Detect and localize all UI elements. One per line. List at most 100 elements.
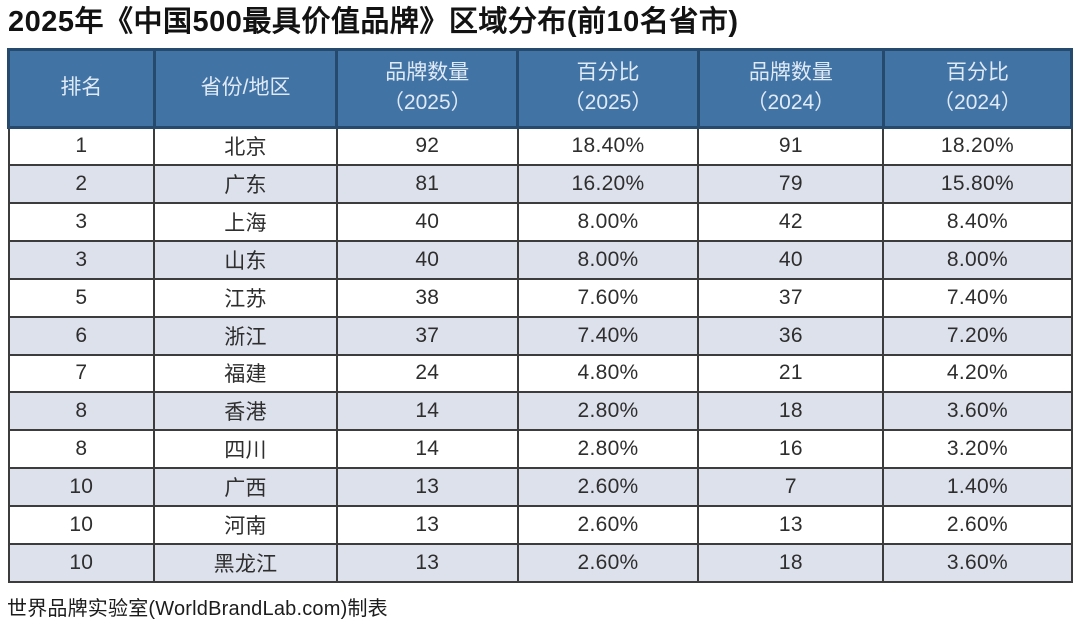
cell-rank: 10 <box>7 542 156 583</box>
cell-brand-count-2024: 21 <box>697 353 885 394</box>
cell-brand-count-2024: 37 <box>697 277 885 318</box>
column-header-line2: （2024） <box>746 91 836 115</box>
cell-province: 江苏 <box>153 277 338 318</box>
cell-percent-2025: 8.00% <box>516 239 700 280</box>
cell-percent-2025: 7.60% <box>516 277 700 318</box>
cell-rank: 2 <box>7 164 156 204</box>
table-row: 3 山东 40 8.00% 40 8.00% <box>7 239 1073 280</box>
cell-brand-count-2025: 92 <box>335 126 519 167</box>
column-header-line1: 排名 <box>60 75 103 99</box>
cell-province: 河南 <box>153 505 338 545</box>
cell-brand-count-2024: 36 <box>697 315 885 356</box>
cell-brand-count-2025: 40 <box>335 201 519 242</box>
column-header-line1: 百分比 <box>945 60 1009 84</box>
cell-percent-2024: 3.20% <box>882 429 1073 470</box>
cell-percent-2024: 1.40% <box>882 467 1073 508</box>
column-header-1: 省份/地区 <box>152 47 339 129</box>
table-row: 5 江苏 38 7.60% 37 7.40% <box>7 277 1073 318</box>
column-header-line1: 省份/地区 <box>200 75 291 99</box>
cell-province: 北京 <box>153 126 338 167</box>
cell-percent-2024: 4.20% <box>882 353 1073 394</box>
cell-rank: 6 <box>7 315 156 356</box>
column-header-2: 品牌数量 （2025） <box>335 47 520 129</box>
cell-province: 广西 <box>153 467 338 508</box>
table-row: 2 广东 81 16.20% 79 15.80% <box>7 164 1073 204</box>
cell-percent-2024: 3.60% <box>882 391 1073 432</box>
cell-rank: 1 <box>7 126 156 167</box>
cell-rank: 8 <box>7 429 156 470</box>
cell-brand-count-2024: 79 <box>697 164 885 204</box>
cell-percent-2025: 4.80% <box>516 353 700 394</box>
cell-brand-count-2024: 13 <box>697 505 885 545</box>
column-header-3: 百分比 （2025） <box>516 47 700 129</box>
cell-percent-2025: 16.20% <box>516 164 700 204</box>
cell-percent-2024: 15.80% <box>882 164 1073 204</box>
cell-percent-2024: 7.20% <box>882 315 1073 356</box>
table-row: 10 广西 13 2.60% 7 1.40% <box>7 467 1073 508</box>
cell-province: 广东 <box>153 164 338 204</box>
cell-brand-count-2024: 18 <box>697 542 885 583</box>
cell-percent-2024: 7.40% <box>882 277 1073 318</box>
cell-percent-2024: 8.00% <box>882 239 1073 280</box>
table-row: 10 河南 13 2.60% 13 2.60% <box>7 505 1073 545</box>
cell-rank: 3 <box>7 201 156 242</box>
cell-brand-count-2025: 40 <box>335 239 519 280</box>
cell-brand-count-2025: 24 <box>335 353 519 394</box>
cell-rank: 10 <box>7 505 156 545</box>
cell-brand-count-2025: 37 <box>335 315 519 356</box>
cell-rank: 8 <box>7 391 156 432</box>
cell-province: 四川 <box>153 429 338 470</box>
table-row: 10 黑龙江 13 2.60% 18 3.60% <box>7 542 1073 583</box>
cell-brand-count-2024: 91 <box>697 126 885 167</box>
cell-brand-count-2024: 42 <box>697 201 885 242</box>
cell-percent-2025: 7.40% <box>516 315 700 356</box>
cell-province: 上海 <box>153 201 338 242</box>
column-header-0: 排名 <box>7 47 156 129</box>
cell-province: 浙江 <box>153 315 338 356</box>
cell-percent-2025: 2.60% <box>516 542 700 583</box>
cell-brand-count-2024: 40 <box>697 239 885 280</box>
table-row: 1 北京 92 18.40% 91 18.20% <box>7 126 1073 167</box>
cell-rank: 7 <box>7 353 156 394</box>
cell-province: 福建 <box>153 353 338 394</box>
cell-brand-count-2025: 14 <box>335 391 519 432</box>
cell-percent-2024: 2.60% <box>882 505 1073 545</box>
cell-percent-2024: 8.40% <box>882 201 1073 242</box>
brand-distribution-table: 排名 省份/地区 品牌数量 （2025） 百分比 （2025） 品牌数量 （2024） 百分比 （… <box>7 47 1074 583</box>
page-title: 2025年《中国500最具价值品牌》区域分布(前10名省市) <box>8 6 739 38</box>
cell-province: 山东 <box>153 239 338 280</box>
cell-rank: 5 <box>7 277 156 318</box>
cell-percent-2025: 18.40% <box>516 126 700 167</box>
column-header-line1: 百分比 <box>576 60 640 84</box>
cell-province: 黑龙江 <box>153 542 338 583</box>
cell-percent-2025: 2.80% <box>516 429 700 470</box>
cell-brand-count-2024: 16 <box>697 429 885 470</box>
cell-brand-count-2025: 13 <box>335 505 519 545</box>
cell-percent-2025: 2.60% <box>516 467 700 508</box>
column-header-line2: （2024） <box>933 91 1022 115</box>
cell-percent-2025: 2.80% <box>516 391 700 432</box>
cell-percent-2024: 18.20% <box>882 126 1073 167</box>
cell-rank: 3 <box>7 239 156 280</box>
column-header-4: 品牌数量 （2024） <box>696 47 885 129</box>
cell-percent-2024: 3.60% <box>882 542 1073 583</box>
column-header-line2: （2025） <box>382 91 472 115</box>
column-header-line2: （2025） <box>563 91 653 115</box>
table-row: 7 福建 24 4.80% 21 4.20% <box>7 353 1073 394</box>
cell-brand-count-2025: 14 <box>335 429 519 470</box>
cell-brand-count-2025: 13 <box>335 542 519 583</box>
cell-percent-2025: 8.00% <box>516 201 700 242</box>
table-row: 8 四川 14 2.80% 16 3.20% <box>7 429 1073 470</box>
table-row: 3 上海 40 8.00% 42 8.40% <box>7 201 1073 242</box>
cell-brand-count-2025: 38 <box>335 277 519 318</box>
table-body: 1 北京 92 18.40% 91 18.20% 2 广东 81 16.20% 79 15.80% 3 上… <box>7 126 1073 583</box>
cell-rank: 10 <box>7 467 156 508</box>
column-header-line1: 品牌数量 <box>385 60 470 84</box>
table-row: 6 浙江 37 7.40% 36 7.20% <box>7 315 1073 356</box>
column-header-line1: 品牌数量 <box>748 60 833 84</box>
cell-brand-count-2024: 7 <box>697 467 885 508</box>
cell-brand-count-2024: 18 <box>697 391 885 432</box>
cell-brand-count-2025: 13 <box>335 467 519 508</box>
table-header-row: 排名 省份/地区 品牌数量 （2025） 百分比 （2025） 品牌数量 （2024） 百分比 （… <box>7 47 1074 129</box>
